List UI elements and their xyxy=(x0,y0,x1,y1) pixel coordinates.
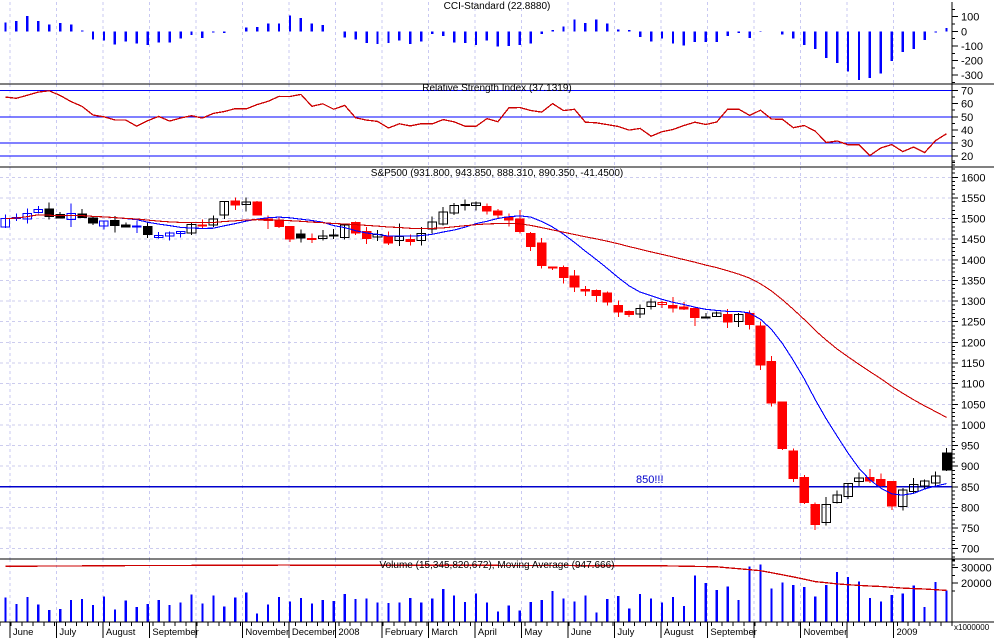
svg-text:July: July xyxy=(59,627,76,638)
svg-text:800: 800 xyxy=(961,502,979,514)
svg-text:September: September xyxy=(710,627,756,638)
svg-text:November: November xyxy=(245,627,289,638)
svg-text:December: December xyxy=(292,627,336,638)
svg-text:1200: 1200 xyxy=(961,337,985,349)
svg-text:1150: 1150 xyxy=(961,358,985,370)
svg-text:-100: -100 xyxy=(961,41,983,53)
svg-text:April: April xyxy=(478,627,497,638)
svg-text:100: 100 xyxy=(961,12,979,24)
svg-text:50: 50 xyxy=(961,112,973,124)
svg-text:x1000000: x1000000 xyxy=(954,623,990,632)
svg-text:700: 700 xyxy=(961,544,979,556)
svg-text:September: September xyxy=(152,627,198,638)
svg-text:August: August xyxy=(106,627,136,638)
svg-text:CCI-Standard (22.8880): CCI-Standard (22.8880) xyxy=(444,1,551,12)
svg-text:950: 950 xyxy=(961,441,979,453)
svg-text:20: 20 xyxy=(961,151,973,163)
svg-text:30000: 30000 xyxy=(961,563,992,575)
svg-text:July: July xyxy=(617,627,634,638)
svg-text:900: 900 xyxy=(961,461,979,473)
svg-text:2008: 2008 xyxy=(338,627,359,638)
svg-text:1400: 1400 xyxy=(961,255,985,267)
svg-text:1550: 1550 xyxy=(961,193,985,205)
svg-text:August: August xyxy=(664,627,694,638)
svg-text:30: 30 xyxy=(961,138,973,150)
svg-text:June: June xyxy=(13,627,34,638)
svg-text:1250: 1250 xyxy=(961,317,985,329)
svg-text:70: 70 xyxy=(961,86,973,98)
svg-text:750: 750 xyxy=(961,523,979,535)
svg-text:-200: -200 xyxy=(961,56,983,68)
svg-text:1600: 1600 xyxy=(961,172,985,184)
svg-text:2009: 2009 xyxy=(896,627,917,638)
svg-text:June: June xyxy=(571,627,592,638)
svg-text:1300: 1300 xyxy=(961,296,985,308)
svg-text:1000: 1000 xyxy=(961,420,985,432)
svg-text:S&P500 (931.800, 943.850, 888.: S&P500 (931.800, 943.850, 888.310, 890.3… xyxy=(371,168,623,179)
svg-text:850!!!: 850!!! xyxy=(636,474,664,486)
svg-text:Relative Strength Index (37.13: Relative Strength Index (37.1319) xyxy=(422,83,572,94)
svg-text:40: 40 xyxy=(961,125,973,137)
svg-text:November: November xyxy=(803,627,847,638)
svg-text:20000: 20000 xyxy=(961,578,992,590)
svg-text:May: May xyxy=(524,627,542,638)
svg-text:850: 850 xyxy=(961,482,979,494)
svg-text:Volume (15,345,820,672), Movin: Volume (15,345,820,672), Moving Average … xyxy=(380,560,615,571)
svg-text:1350: 1350 xyxy=(961,275,985,287)
svg-text:-300: -300 xyxy=(961,70,983,82)
svg-text:1500: 1500 xyxy=(961,214,985,226)
svg-text:0: 0 xyxy=(961,26,967,38)
svg-text:1100: 1100 xyxy=(961,379,985,391)
svg-text:February: February xyxy=(385,627,423,638)
svg-text:1050: 1050 xyxy=(961,399,985,411)
svg-text:March: March xyxy=(431,627,457,638)
svg-text:1450: 1450 xyxy=(961,234,985,246)
svg-text:60: 60 xyxy=(961,99,973,111)
